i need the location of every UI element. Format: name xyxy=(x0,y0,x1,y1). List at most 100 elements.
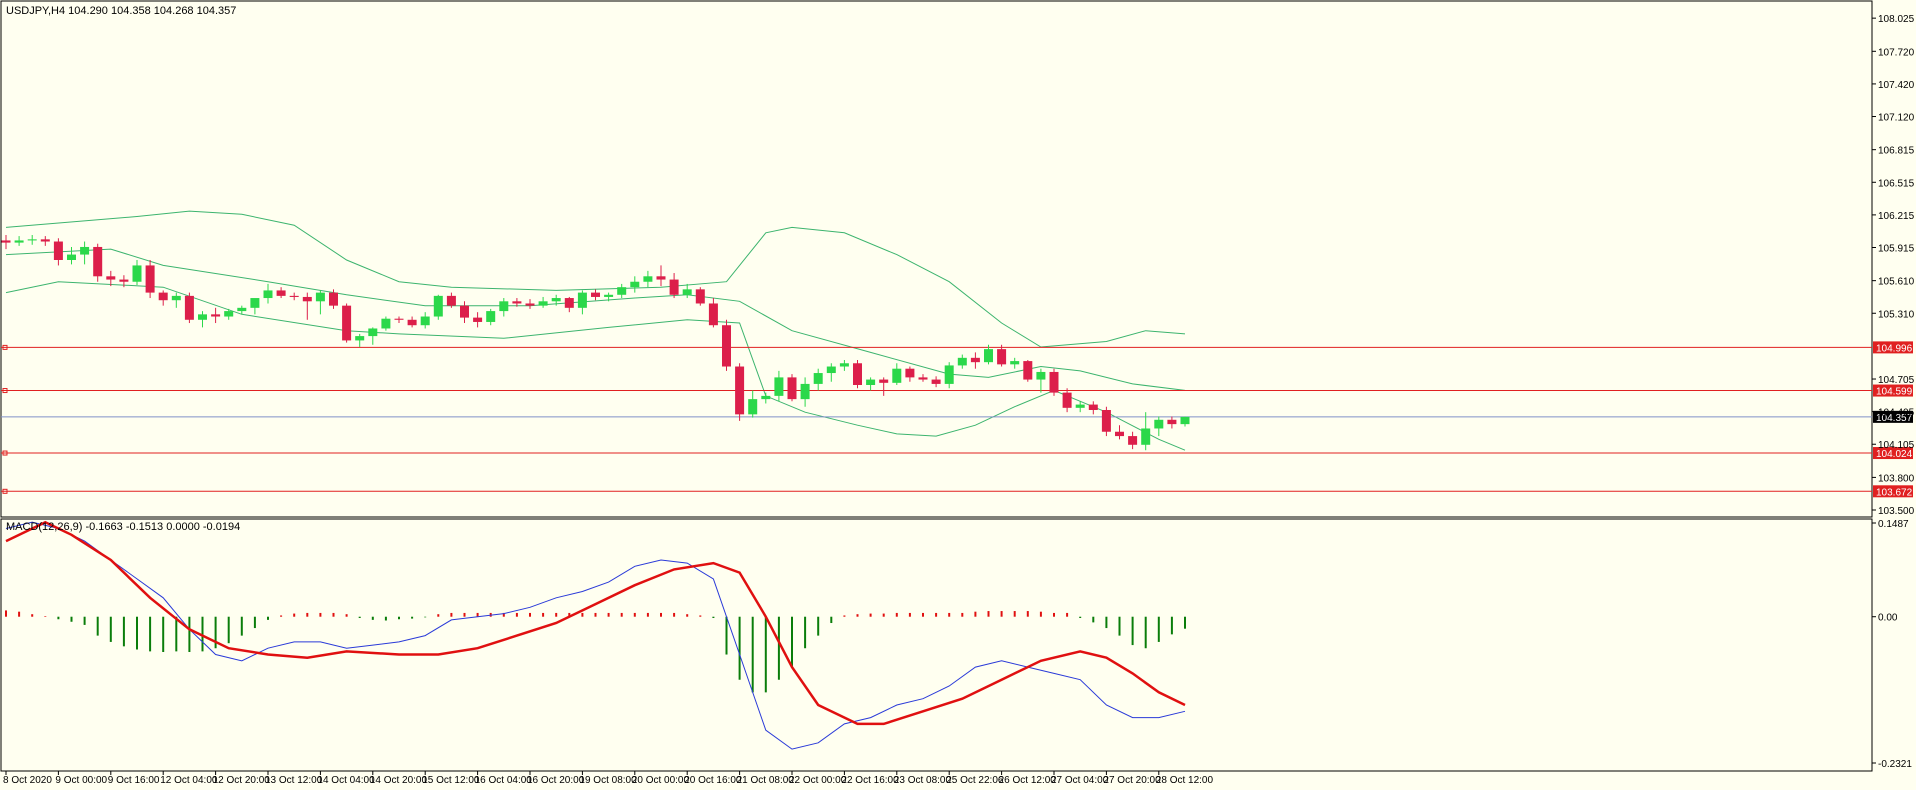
level-price-tag xyxy=(1873,341,1913,354)
bearish-candle-body xyxy=(289,295,299,297)
bullish-candle-body xyxy=(14,240,24,243)
time-tick-label: 16 Oct 20:00 xyxy=(527,775,585,786)
main-price-pane[interactable]: 104.996 104.599 104.024 103.672 104.357 108.… xyxy=(0,0,1915,518)
bearish-candle-body xyxy=(158,292,168,301)
bearish-candle-body xyxy=(997,349,1007,365)
bearish-candle-body xyxy=(970,357,980,363)
bearish-candle-body xyxy=(591,292,600,297)
bullish-candle-body xyxy=(538,301,548,306)
macd-tick-label: 0.00 xyxy=(1878,613,1898,624)
bullish-candle-body xyxy=(826,366,836,374)
bullish-candle-body xyxy=(198,314,207,320)
level-price-label: 104.599 xyxy=(1876,387,1913,398)
bullish-candle-body xyxy=(839,363,849,367)
bullish-candle-body xyxy=(171,295,181,301)
price-tick-label: 107.720 xyxy=(1878,47,1915,58)
bullish-candle-body xyxy=(643,276,653,282)
bearish-candle-body xyxy=(184,295,194,320)
bullish-candle-body xyxy=(984,349,993,363)
bullish-candle-body xyxy=(1075,404,1085,408)
bearish-candle-body xyxy=(1128,436,1138,445)
bullish-candle-body xyxy=(67,254,76,260)
price-tick-label: 104.105 xyxy=(1878,440,1915,451)
bearish-candle-body xyxy=(1062,392,1072,408)
current-price-tag xyxy=(1873,410,1913,423)
bullish-candle-body xyxy=(315,292,325,302)
bollinger-upper-line xyxy=(5,210,1186,348)
price-tick-label: 106.815 xyxy=(1878,146,1915,157)
bullish-candle-body xyxy=(420,316,430,326)
bearish-candle-body xyxy=(473,317,483,322)
bullish-candle-body xyxy=(486,311,496,322)
bearish-candle-body xyxy=(656,276,666,280)
macd-axis: 0.1487 0.00 -0.2321 xyxy=(1872,519,1912,770)
bullish-candle-body xyxy=(132,265,142,282)
price-tick-label: 107.420 xyxy=(1878,80,1915,91)
bearish-candle-body xyxy=(708,303,718,326)
time-tick-label: 12 Oct 04:00 xyxy=(160,775,218,786)
bearish-candle-body xyxy=(905,368,915,378)
bearish-candle-body xyxy=(1,240,11,243)
level-anchor-handle xyxy=(2,450,8,456)
bullish-candle-body xyxy=(604,294,614,297)
price-tick-label: 106.215 xyxy=(1878,211,1915,222)
bearish-candle-body xyxy=(211,314,221,317)
time-tick-label: 19 Oct 08:00 xyxy=(579,775,637,786)
macd-signal-line xyxy=(5,520,1186,726)
level-price-label: 103.672 xyxy=(1876,487,1913,498)
bullish-candle-body xyxy=(1141,428,1151,445)
macd-pane[interactable]: 0.1487 0.00 -0.2321 MACD(12,26,9) -0.1663 … xyxy=(0,518,1912,772)
horizontal-levels[interactable]: 104.996 104.599 104.024 103.672 104.357 xyxy=(1,341,1913,498)
bullish-candle-body xyxy=(1010,361,1020,365)
bearish-candle-body xyxy=(564,298,574,308)
level-anchor-handle xyxy=(2,488,8,494)
price-axis: 108.025 107.720 107.420 107.120 106.815 106.5… xyxy=(1872,14,1915,517)
bearish-candle-body xyxy=(1101,410,1111,432)
bullish-candle-body xyxy=(1180,416,1190,425)
price-tick-label: 108.025 xyxy=(1878,14,1915,25)
bearish-candle-body xyxy=(669,279,679,295)
time-tick-label: 14 Oct 20:00 xyxy=(370,775,428,786)
bullish-candle-body xyxy=(499,301,509,312)
bearish-candle-body xyxy=(525,303,535,306)
price-tick-label: 104.705 xyxy=(1878,375,1915,386)
instrument-label: USDJPY,H4 104.290 104.358 104.268 104.35… xyxy=(6,5,236,17)
bearish-candle-body xyxy=(276,290,286,296)
level-anchor-handle xyxy=(2,388,8,394)
time-tick-label: 15 Oct 12:00 xyxy=(422,775,480,786)
time-tick-label: 9 Oct 16:00 xyxy=(108,775,160,786)
bullish-candle-body xyxy=(237,307,247,312)
time-tick-label: 8 Oct 2020 xyxy=(3,775,52,786)
bearish-candle-body xyxy=(394,318,404,320)
bullish-candle-body xyxy=(381,318,391,329)
macd-pane-frame xyxy=(0,518,1873,772)
time-tick-label: 12 Oct 20:00 xyxy=(213,775,271,786)
level-price-tag xyxy=(1873,384,1913,397)
bearish-candle-body xyxy=(302,296,312,302)
bullish-candle-body xyxy=(682,289,692,295)
bullish-candle-body xyxy=(224,311,234,317)
bullish-candle-body xyxy=(800,383,810,400)
bullish-candle-body xyxy=(944,365,954,384)
bullish-candle-body xyxy=(433,295,443,317)
price-tick-label: 104.405 xyxy=(1878,408,1915,419)
price-tick-label: 103.500 xyxy=(1878,506,1915,517)
bullish-candle-body xyxy=(27,239,37,241)
bullish-candle-body xyxy=(630,281,640,288)
time-tick-label: 27 Oct 20:00 xyxy=(1103,775,1161,786)
bearish-candle-body xyxy=(407,319,417,326)
main-pane-frame xyxy=(0,0,1873,518)
bullish-candle-body xyxy=(577,292,587,308)
bearish-candle-body xyxy=(722,325,731,367)
bearish-candle-body xyxy=(1167,419,1177,425)
time-tick-label: 28 Oct 12:00 xyxy=(1156,775,1214,786)
bearish-candle-body xyxy=(53,241,63,260)
bullish-candle-body xyxy=(748,399,758,415)
time-tick-label: 22 Oct 00:00 xyxy=(789,775,847,786)
macd-histogram xyxy=(5,610,1186,693)
candlestick-series xyxy=(1,235,1190,451)
bullish-candle-body xyxy=(355,336,365,341)
bearish-candle-body xyxy=(1115,431,1124,437)
